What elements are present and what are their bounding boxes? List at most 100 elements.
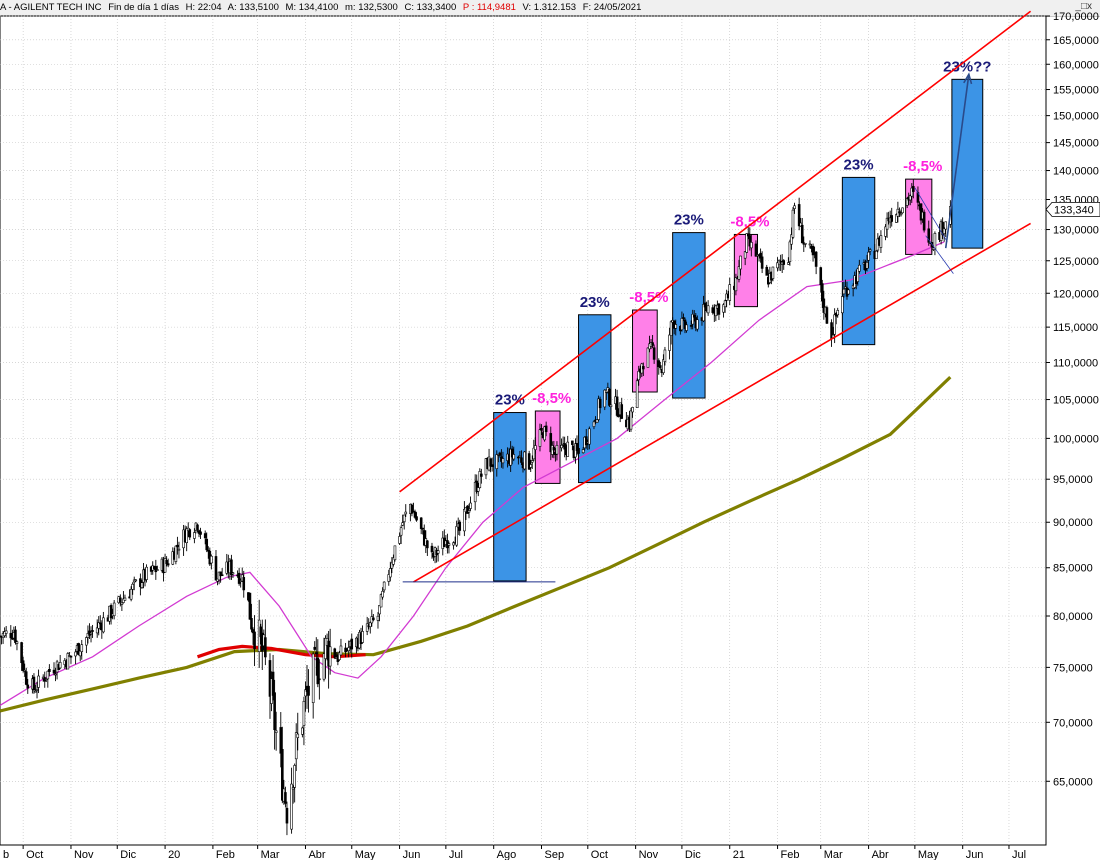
candle-body <box>879 235 883 248</box>
candle-body <box>874 250 878 260</box>
candle-body <box>392 557 395 565</box>
candle-body <box>361 631 364 643</box>
candle-body <box>193 532 196 539</box>
candle-body <box>867 251 870 261</box>
candle-body <box>811 245 815 256</box>
candle-body <box>530 460 534 463</box>
candle-body <box>527 453 531 470</box>
candle-body <box>402 514 406 523</box>
window-controls[interactable]: _□x <box>1075 1 1092 12</box>
y-tick-label: 80,0000 <box>1053 611 1093 623</box>
candle-body <box>819 267 823 286</box>
candle-body <box>422 530 426 546</box>
candle-body <box>512 454 516 460</box>
candle-body <box>820 283 824 302</box>
candle-body <box>69 655 73 658</box>
candle-body <box>455 526 458 546</box>
candle-body <box>510 448 514 458</box>
candle-body <box>588 428 591 445</box>
candle-body <box>822 298 826 313</box>
timeframe-label: Fin de día 1 días <box>108 2 179 13</box>
candle-body <box>523 451 526 470</box>
current-price-box <box>1045 201 1100 217</box>
candle-body <box>250 618 253 630</box>
candle-body <box>177 548 181 551</box>
candle-body <box>389 568 392 578</box>
candle-body <box>473 481 477 503</box>
candle-body <box>156 569 159 571</box>
candle-body <box>154 566 158 573</box>
candle-body <box>145 566 148 580</box>
candle-body <box>737 266 741 280</box>
candle-body <box>595 419 599 423</box>
candle-body <box>842 288 846 295</box>
candle-body <box>230 559 233 576</box>
candle-body <box>534 445 537 450</box>
y-tick-label: 125,0000 <box>1053 256 1099 268</box>
x-tick-label: Nov <box>639 849 659 860</box>
x-tick-label: b <box>3 849 9 860</box>
candle-body <box>490 464 494 467</box>
candle-body <box>24 671 28 685</box>
candle-body <box>858 264 861 272</box>
candle-body <box>58 662 62 669</box>
candle-body <box>140 582 144 588</box>
candle-body <box>102 617 105 633</box>
x-tick-label: Jun <box>966 849 984 860</box>
candle-body <box>390 562 394 569</box>
y-tick-label: 90,0000 <box>1053 517 1093 529</box>
candle-body <box>15 641 19 644</box>
candle-body <box>399 527 403 536</box>
candle-body <box>26 684 30 689</box>
y-tick-label: 110,0000 <box>1053 358 1098 370</box>
candle-body <box>74 651 77 657</box>
candle-body <box>759 252 762 259</box>
candle-body <box>109 605 113 619</box>
candle-body <box>120 602 124 605</box>
candle-body <box>865 262 869 269</box>
candle-body <box>743 251 747 259</box>
candle-body <box>714 305 718 317</box>
candle-body <box>540 428 543 431</box>
candle-body <box>206 549 210 552</box>
candle-body <box>259 626 263 638</box>
y-tick-label: 95,0000 <box>1053 474 1093 486</box>
candle-body <box>237 572 241 584</box>
candle-body <box>176 544 179 548</box>
current-price-marker: 133,340 <box>1045 201 1100 217</box>
candle-body <box>165 560 168 565</box>
candle-body <box>426 540 429 549</box>
x-tick-label: Oct <box>26 849 43 860</box>
candle-body <box>799 222 802 227</box>
candle-body <box>538 429 542 447</box>
candle-body <box>739 255 742 270</box>
candle-body <box>498 452 502 456</box>
candle-body <box>166 563 170 566</box>
candle-body <box>787 262 790 265</box>
candle-body <box>944 221 948 230</box>
candle-body <box>163 558 167 573</box>
candle-body <box>754 243 758 257</box>
candle-body <box>912 186 915 192</box>
candle-body <box>264 637 267 658</box>
x-tick-label: Dic <box>685 849 701 860</box>
candle-body <box>899 213 903 216</box>
candle-body <box>620 404 624 419</box>
candle-body <box>404 511 408 515</box>
candle-body <box>734 277 738 292</box>
candle-body <box>23 669 26 672</box>
candle-body <box>379 594 383 608</box>
candle-body <box>651 342 654 346</box>
candle-body <box>203 533 207 539</box>
candle-body <box>372 617 375 621</box>
pullback-box <box>905 178 933 255</box>
y-tick-label: 70,0000 <box>1053 717 1093 729</box>
x-tick-label: Abr <box>872 849 889 860</box>
gain-box <box>493 412 527 582</box>
candle-body <box>637 370 641 381</box>
candle-body <box>21 660 25 671</box>
candle-body <box>592 421 596 427</box>
candle-body <box>776 262 779 269</box>
candle-body <box>476 487 480 492</box>
